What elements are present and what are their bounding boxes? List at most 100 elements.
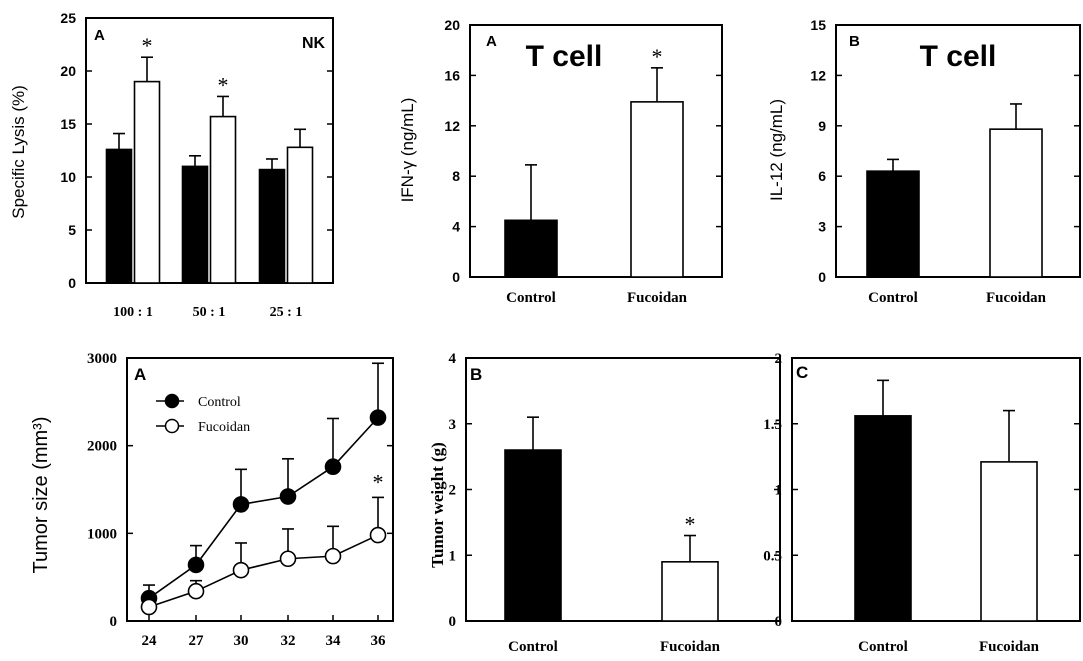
data-point [369,526,387,544]
y-tick-label: 0 [452,269,460,285]
bar [258,168,286,284]
panel-ifn-gamma: IFN-γ (ng/mL) A T cell 0 4 8 12 16 20 Control *… [398,17,723,306]
x-tick-label: 34 [326,633,342,649]
y-tick-label: 0 [775,614,783,630]
panel-letter: B [849,33,860,50]
x-tick-label: Fucoidan [660,639,721,655]
panel-letter: A [94,27,105,44]
y-tick-label: 4 [452,219,460,235]
data-point [140,598,158,616]
x-tick-label: 30 [234,633,249,649]
y-axis-label: Specific Lysis (%) [9,85,28,219]
bar [133,80,161,284]
panel-tumor-weight: Tumor weight (g) B 0 1 2 3 4 Control * Fucoidan [428,351,781,655]
x-tick-label: Control [858,639,908,655]
panel-title: NK [302,35,326,52]
y-tick-label: 2 [775,351,783,367]
y-tick-label: 0 [449,614,457,630]
significance-mark: * [652,44,663,69]
panel-title: T cell [920,40,997,73]
x-tick-label: Control [506,290,556,306]
x-tick-label: 32 [281,633,296,649]
series-line [148,417,379,599]
x-tick-label: 24 [142,633,158,649]
bar [866,170,920,278]
x-tick-label: 36 [371,633,387,649]
data-point [279,550,297,568]
plot-frame [469,24,723,278]
y-tick-label: 5 [68,222,76,238]
y-tick-label: 0 [110,614,118,630]
panel-letter: A [134,365,146,384]
panel-tumor-size: Tumor size (mm³) A 0 1000 2000 3000 24 27 30 32… [30,351,394,649]
panel-il12: IL-12 (ng/mL) B T cell 0 3 6 9 12 15 Control Fu… [767,17,1081,306]
y-tick-label: 4 [449,351,457,367]
y-tick-label: 0 [818,269,826,285]
y-tick-label: 1 [775,483,783,499]
bar [105,148,133,284]
bar [504,219,558,278]
plot-frame [126,357,394,622]
panel-letter: A [486,33,497,50]
y-tick-label: 15 [810,17,826,33]
x-tick-label: Control [868,290,918,306]
x-tick-label: 50 : 1 [193,305,226,320]
data-point [187,556,205,574]
legend-marker [164,393,180,409]
y-tick-label: 3 [818,219,826,235]
data-point [369,409,387,426]
significance-mark: * [685,512,696,537]
panel-c: C 0 0.5 1 1.5 2 Control Fucoidan [763,351,1081,655]
y-tick-label: 12 [444,118,460,134]
significance-mark: * [218,72,229,97]
bar [286,146,314,284]
y-tick-label: 2 [449,483,457,499]
data-point [232,561,250,579]
data-point [187,582,205,600]
panel-title: T cell [526,40,603,73]
y-tick-label: 10 [60,169,76,185]
y-tick-label: 6 [818,168,826,184]
y-tick-label: 3000 [87,351,117,367]
bar [630,101,684,278]
y-tick-label: 15 [60,116,76,132]
y-axis-label: IFN-γ (ng/mL) [398,98,417,203]
plot-frame [85,17,334,284]
y-tick-label: 2000 [87,439,117,455]
y-tick-label: 12 [810,67,826,83]
y-axis-label: IL-12 (ng/mL) [767,99,786,201]
x-tick-label: Fucoidan [627,290,688,306]
bar [661,561,719,622]
data-point [232,496,250,513]
y-axis-label: Tumor size (mm³) [30,416,52,573]
y-tick-label: 3 [449,417,457,433]
data-point [279,488,297,505]
x-tick-label: Fucoidan [979,639,1040,655]
significance-mark: * [373,469,384,494]
y-tick-label: 8 [452,168,460,184]
bar [854,415,912,622]
x-tick-label: 25 : 1 [270,305,303,320]
bar [504,449,562,622]
legend-label: Fucoidan [198,420,250,435]
x-tick-label: Fucoidan [986,290,1047,306]
y-tick-label: 1000 [87,526,117,542]
panel-letter: B [470,365,482,384]
legend-label: Control [198,395,241,410]
x-tick-label: 100 : 1 [113,305,153,320]
x-tick-label: 27 [189,633,205,649]
bar [989,128,1043,278]
bar [181,165,209,284]
y-tick-label: 20 [60,63,76,79]
data-point [324,547,342,565]
y-tick-label: 1 [449,548,457,564]
y-axis-label: Tumor weight (g) [428,442,447,568]
bar [209,115,237,284]
significance-mark: * [142,33,153,58]
y-tick-label: 0 [68,275,76,291]
plot-frame [835,24,1081,278]
legend-marker [164,418,180,434]
data-point [324,458,342,476]
y-tick-label: 20 [444,17,460,33]
